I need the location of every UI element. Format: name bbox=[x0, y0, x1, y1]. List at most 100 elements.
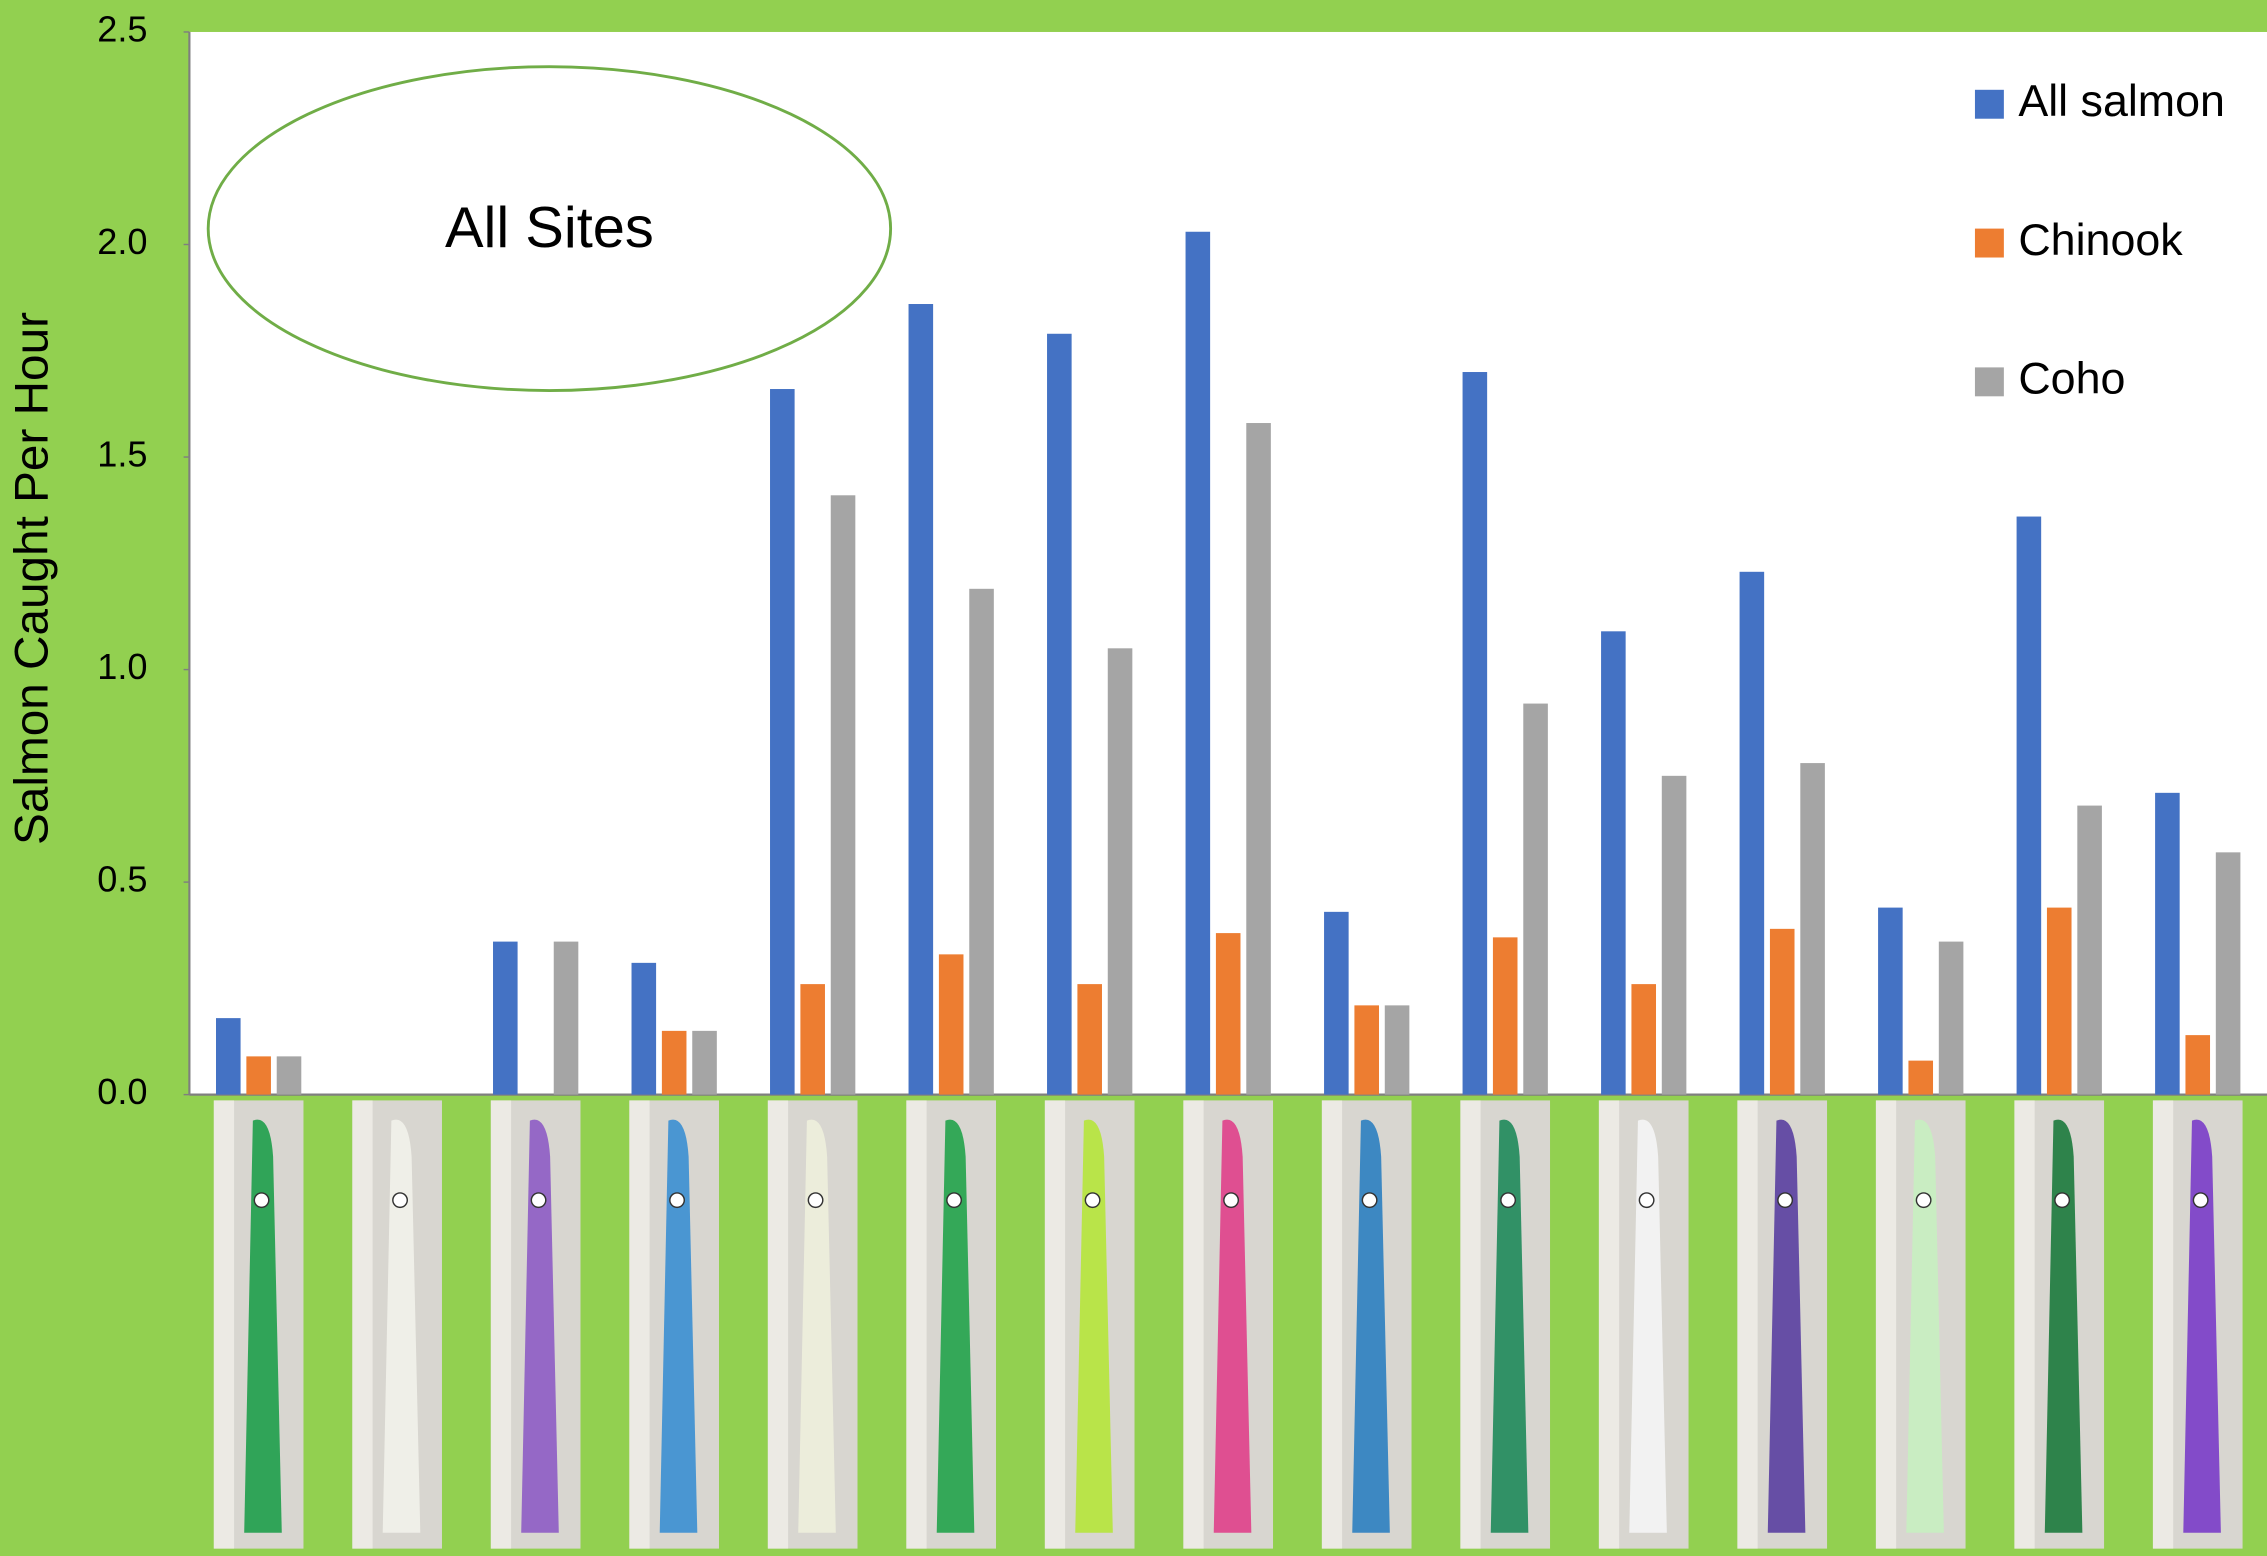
bar bbox=[1077, 984, 1102, 1095]
bar bbox=[1185, 231, 1211, 1095]
bar bbox=[1462, 372, 1488, 1095]
lure bbox=[1767, 1119, 1806, 1533]
lure bbox=[1213, 1119, 1252, 1533]
lure-eye bbox=[2054, 1192, 2071, 1209]
bar bbox=[1769, 928, 1795, 1095]
bar bbox=[631, 962, 657, 1095]
lure-ruler bbox=[767, 1100, 789, 1549]
legend-swatch bbox=[1974, 89, 2004, 119]
lure-ruler bbox=[1183, 1100, 1204, 1549]
bar bbox=[216, 1018, 241, 1095]
lure bbox=[2044, 1119, 2083, 1533]
bar bbox=[1246, 423, 1271, 1095]
y-tick-label: 2.5 bbox=[97, 9, 147, 50]
lure bbox=[659, 1119, 698, 1533]
bar bbox=[800, 984, 825, 1095]
y-tick-label: 0.5 bbox=[97, 859, 147, 900]
lure bbox=[1629, 1119, 1667, 1533]
lure bbox=[2183, 1119, 2221, 1533]
lure-ruler bbox=[1875, 1100, 1897, 1549]
bar bbox=[1107, 648, 1133, 1095]
annotation-ellipse bbox=[206, 65, 893, 392]
bar bbox=[1739, 571, 1765, 1095]
lure bbox=[1075, 1119, 1113, 1533]
lure bbox=[798, 1119, 836, 1533]
plot-area bbox=[189, 31, 2267, 1095]
lure-ruler bbox=[906, 1100, 927, 1549]
bar bbox=[1800, 763, 1825, 1095]
lure-eye bbox=[392, 1192, 409, 1209]
lure-ruler bbox=[2152, 1100, 2174, 1549]
lure-eye bbox=[1777, 1192, 1794, 1209]
lure bbox=[1352, 1119, 1390, 1533]
bar bbox=[1908, 1060, 1934, 1095]
legend-label: All salmon bbox=[2018, 76, 2225, 126]
bar bbox=[1384, 1005, 1410, 1095]
lure-ruler bbox=[352, 1100, 373, 1549]
lure bbox=[521, 1119, 559, 1533]
lure-eye bbox=[1638, 1192, 1655, 1209]
bar bbox=[969, 588, 994, 1095]
lure-eye bbox=[2192, 1192, 2209, 1209]
bar bbox=[908, 304, 934, 1095]
bar bbox=[246, 1056, 271, 1095]
bar bbox=[2185, 1035, 2211, 1095]
lure-ruler bbox=[1598, 1100, 1620, 1549]
lure-ruler bbox=[1044, 1100, 1066, 1549]
legend-label: Chinook bbox=[2018, 215, 2183, 265]
legend-swatch bbox=[1974, 367, 2004, 397]
lure bbox=[382, 1119, 421, 1533]
lure-ruler bbox=[1321, 1100, 1343, 1549]
lure-eye bbox=[253, 1192, 270, 1209]
lure-eye bbox=[669, 1192, 686, 1209]
annotation: All Sites bbox=[445, 196, 654, 260]
lure bbox=[1906, 1119, 1944, 1533]
lure-eye bbox=[1084, 1192, 1101, 1209]
lure-ruler bbox=[213, 1100, 235, 1549]
legend-swatch bbox=[1974, 228, 2004, 258]
lure-ruler bbox=[629, 1100, 650, 1549]
y-tick-label: 1.0 bbox=[97, 646, 147, 687]
lure-ruler bbox=[1737, 1100, 1758, 1549]
lure-eye bbox=[1361, 1192, 1378, 1209]
y-tick-label: 0.0 bbox=[97, 1071, 147, 1112]
lure-eye bbox=[1915, 1192, 1932, 1209]
y-axis-label: Salmon Caught Per Hour bbox=[5, 312, 58, 845]
bar bbox=[2155, 792, 2180, 1095]
bar bbox=[2016, 516, 2042, 1095]
bar bbox=[1047, 333, 1072, 1095]
bar bbox=[1631, 984, 1657, 1095]
lure-eye bbox=[1500, 1192, 1517, 1209]
bar bbox=[553, 941, 579, 1095]
legend-label: Coho bbox=[2018, 354, 2125, 404]
bar bbox=[1661, 775, 1687, 1095]
bar bbox=[1878, 907, 1903, 1095]
lure bbox=[1490, 1119, 1529, 1533]
lure-ruler bbox=[1460, 1100, 1481, 1549]
bar bbox=[1523, 703, 1548, 1095]
bar bbox=[1354, 1005, 1379, 1095]
bar bbox=[661, 1030, 687, 1095]
bar bbox=[1601, 631, 1626, 1095]
y-tick-label: 2.0 bbox=[97, 221, 147, 262]
bar bbox=[692, 1030, 717, 1095]
lure-eye bbox=[1223, 1192, 1240, 1209]
bar bbox=[1324, 911, 1349, 1095]
bar bbox=[2077, 805, 2102, 1095]
lure bbox=[936, 1119, 975, 1533]
y-tick-label: 1.5 bbox=[97, 434, 147, 475]
lure-ruler bbox=[490, 1100, 512, 1549]
bar bbox=[1215, 933, 1241, 1095]
lure-ruler bbox=[2014, 1100, 2035, 1549]
lure-eye bbox=[807, 1192, 824, 1209]
bar bbox=[1492, 937, 1518, 1095]
lure-eye bbox=[530, 1192, 547, 1209]
bar bbox=[938, 954, 964, 1095]
bar bbox=[276, 1056, 302, 1095]
lure bbox=[244, 1119, 282, 1533]
bar bbox=[830, 495, 856, 1095]
bar bbox=[493, 941, 518, 1095]
bar bbox=[2215, 852, 2241, 1095]
